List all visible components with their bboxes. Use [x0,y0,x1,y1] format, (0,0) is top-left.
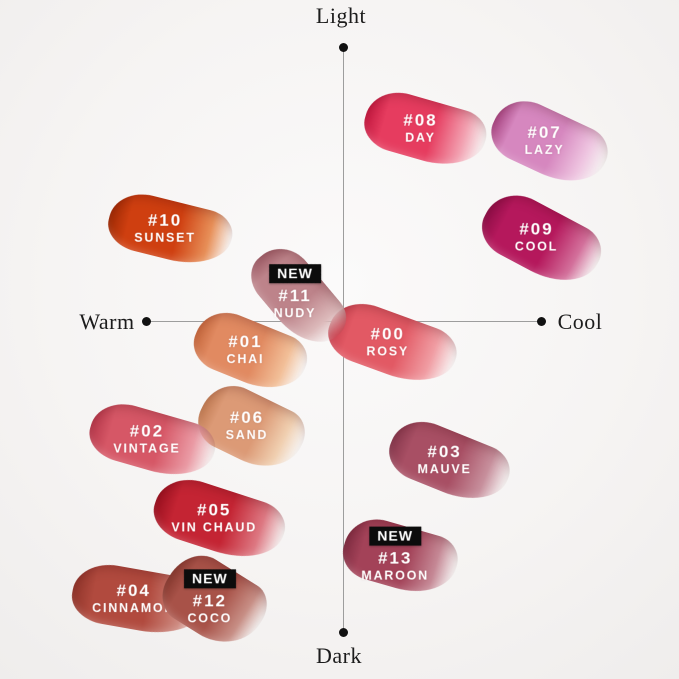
shade-name: MAROON [361,568,430,583]
shade-name: COOL [514,239,559,254]
axis-dot-left [142,317,151,326]
axis-dot-bottom [339,628,348,637]
axis-label-warm: Warm [79,309,135,334]
shade-label: #00 ROSY [366,325,409,360]
new-badge: NEW [268,264,321,284]
shade-name: CHAI [226,352,265,367]
axis-dot-right [537,317,546,326]
shade-number: #06 [229,408,264,428]
shade-label: #08 DAY [403,111,437,146]
shade-swatch-sand: #06 SAND [188,375,314,481]
shade-name: SUNSET [134,230,196,245]
shade-swatch-cool: #09 COOL [472,183,610,297]
new-badge: NEW [183,569,236,589]
shade-number: #11 [278,286,312,306]
shade-label: #02 VINTAGE [114,422,181,457]
shade-label: #01 CHAI [226,333,264,368]
shade-number: #05 [197,500,232,520]
shade-swatch-coco: NEW #12 COCO [151,543,277,659]
shade-number: #07 [527,123,562,143]
shade-name: VINTAGE [113,441,181,456]
shade-name: DAY [404,130,436,145]
shade-name: MAUVE [417,462,472,477]
shade-swatch-maroon: NEW #13 MAROON [336,511,464,603]
shade-name: VIN CHAUD [171,520,258,535]
shade-swatch-vin-chaud: #05 VIN CHAUD [146,470,292,570]
shade-label: NEW #12 COCO [183,569,236,627]
shade-swatch-mauve: #03 MAUVE [381,411,517,513]
shade-swatch-sunset: #10 SUNSET [102,186,238,274]
shade-name: COCO [187,611,233,626]
shade-label: NEW #11 NUDY [268,264,321,322]
shade-number: #08 [403,111,438,131]
axis-label-dark: Dark [316,643,362,668]
shade-label: #10 SUNSET [134,211,196,246]
shade-number: #02 [129,422,165,442]
axis-dot-top [339,43,348,52]
shade-label: NEW #13 MAROON [361,527,429,584]
shade-name: NUDY [273,306,317,321]
shade-number: #04 [116,581,152,601]
shade-label: #07 LAZY [525,123,565,158]
axis-label-cool: Cool [557,309,603,334]
shade-number: #00 [370,324,405,344]
shade-swatch-lazy: #07 LAZY [482,89,616,197]
shade-label: #03 MAUVE [417,443,471,478]
shade-name: ROSY [365,344,409,359]
shade-label: #05 VIN CHAUD [171,501,257,536]
axis-label-light: Light [315,3,367,28]
shade-name: LAZY [524,142,565,157]
shade-number: #01 [228,332,263,352]
shade-number: #13 [378,549,413,569]
shade-label: #09 COOL [515,220,558,255]
shade-number: #12 [192,591,227,611]
new-badge: NEW [369,527,422,547]
shade-label: #06 SAND [225,408,268,443]
shade-number: #10 [147,211,183,231]
shade-number: #09 [519,220,554,240]
shade-number: #03 [427,442,462,462]
shade-name: SAND [225,427,268,442]
shade-swatch-day: #08 DAY [358,84,492,176]
